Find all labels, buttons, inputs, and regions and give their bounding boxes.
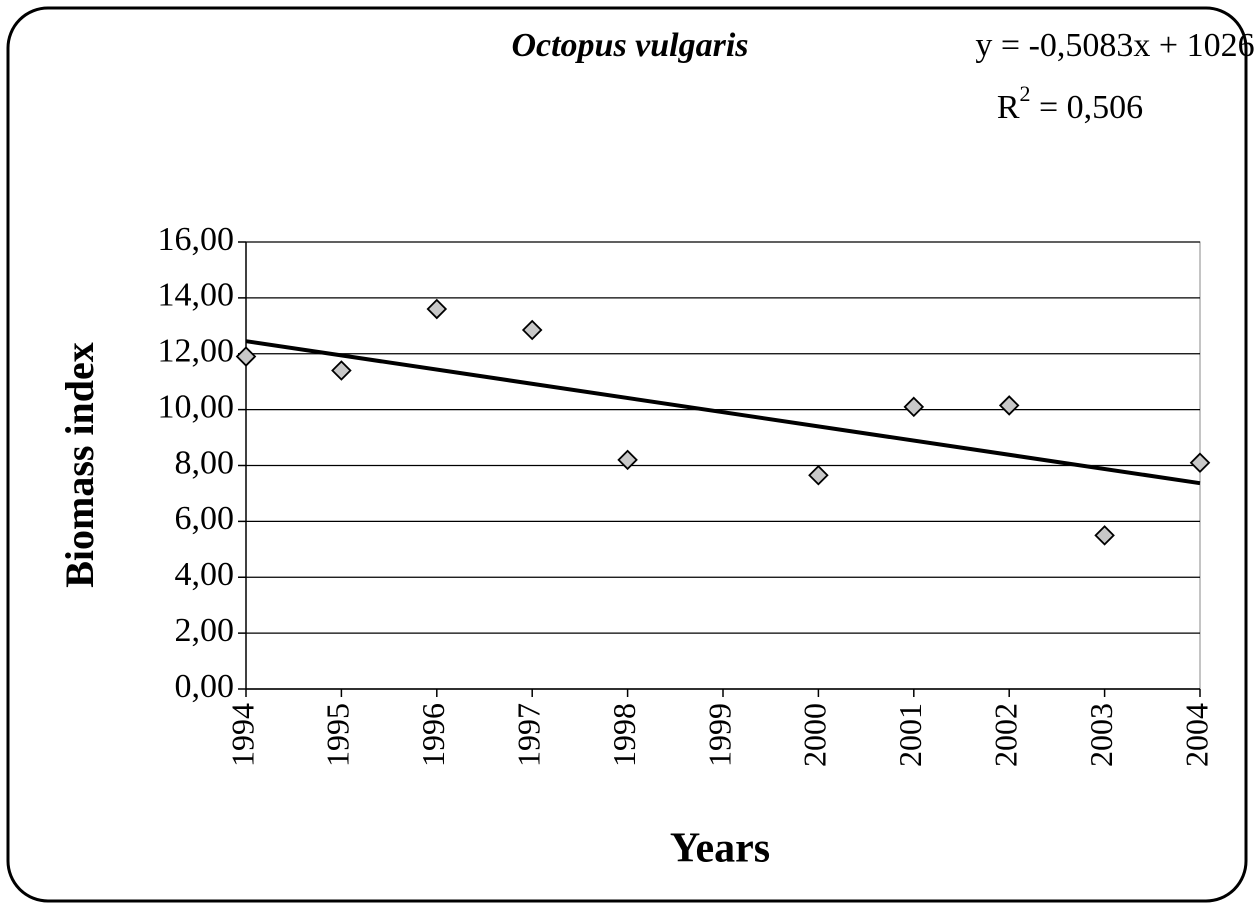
r-squared-symbol: R: [997, 89, 1020, 126]
y-tick-label: 14,00: [158, 277, 235, 314]
y-axis-title: Biomass index: [57, 342, 102, 588]
data-point: [617, 449, 638, 471]
x-tick-label: 1999: [701, 703, 737, 767]
data-point: [1094, 525, 1115, 546]
trend-equation: y = -0,5083x + 1026: [975, 27, 1254, 64]
r-squared-exponent: 2: [1020, 81, 1031, 106]
x-tick-label: 2000: [797, 703, 833, 767]
data-point: [521, 319, 543, 341]
data-point: [808, 465, 829, 486]
x-tick-label: 2004: [1178, 703, 1214, 767]
y-tick-label: 8,00: [175, 444, 235, 481]
data-point: [331, 360, 352, 381]
r-squared-value: = 0,506: [1031, 89, 1144, 126]
chart-title: Octopus vulgaris: [511, 27, 748, 64]
y-tick-label: 2,00: [175, 612, 235, 649]
x-tick-label: 1997: [511, 703, 547, 767]
data-point: [903, 396, 925, 418]
y-tick-label: 10,00: [158, 388, 235, 425]
y-tick-label: 16,00: [158, 221, 235, 258]
data-point: [235, 346, 257, 367]
x-tick-label: 1996: [415, 703, 451, 767]
y-tick-label: 4,00: [175, 556, 235, 593]
x-tick-label: 2001: [892, 703, 928, 767]
y-tick-label: 0,00: [175, 668, 235, 705]
x-tick-label: 1994: [224, 703, 260, 767]
x-tick-label: 2003: [1083, 703, 1119, 767]
data-point: [1189, 452, 1211, 473]
y-tick-label: 6,00: [175, 500, 235, 537]
y-tick-label: 12,00: [158, 333, 235, 370]
data-point: [998, 395, 1020, 416]
r-squared: R2 = 0,506: [997, 81, 1143, 126]
trend-line: [245, 339, 1201, 486]
x-tick-label: 1998: [606, 703, 642, 767]
data-point: [426, 298, 448, 320]
x-axis-title: Years: [670, 826, 770, 872]
x-tick-label: 2002: [988, 703, 1024, 767]
x-tick-label: 1995: [320, 703, 356, 767]
